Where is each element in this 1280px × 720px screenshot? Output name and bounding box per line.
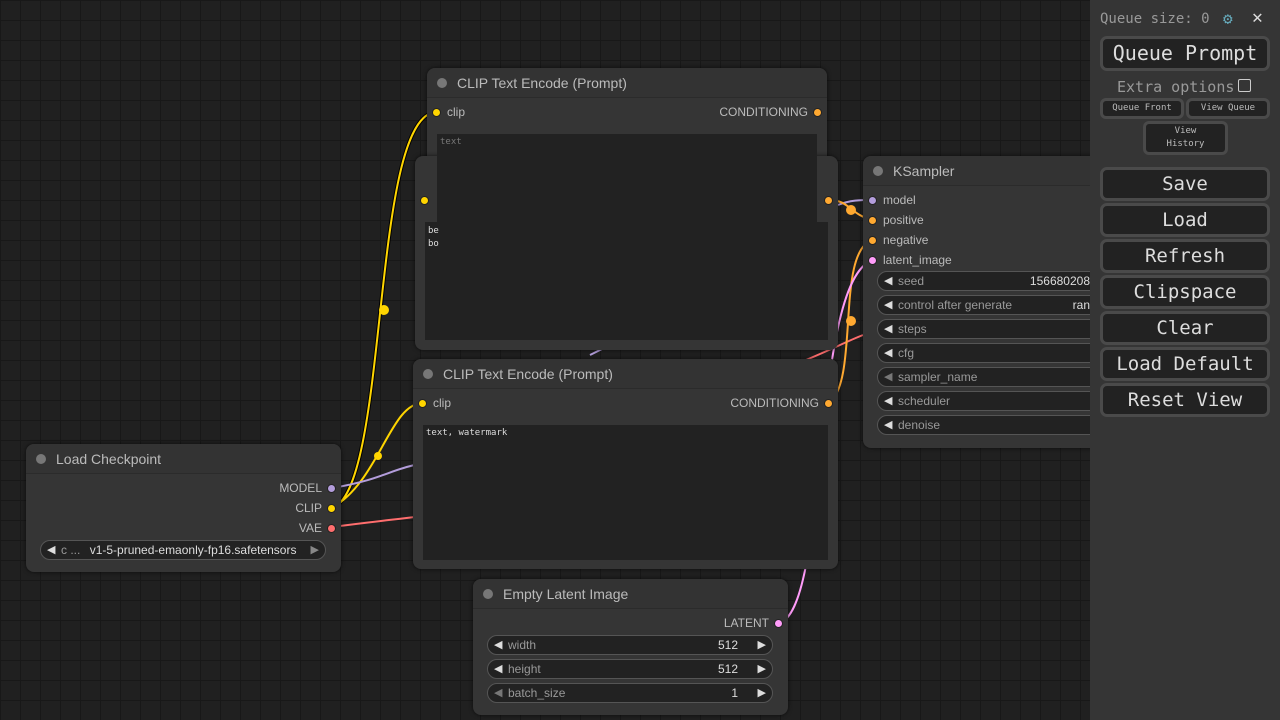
output-vae[interactable]: VAE	[298, 518, 336, 538]
batch-size-widget[interactable]: ◀ batch_size 1 ▶	[487, 683, 773, 703]
input-latent-image[interactable]: latent_image	[868, 250, 952, 270]
slot-label: positive	[883, 213, 924, 227]
widget-label: cfg	[898, 346, 915, 360]
extra-options-checkbox[interactable]	[1238, 79, 1251, 92]
control-after-generate-widget[interactable]: ◀ control after generate ran	[877, 295, 1137, 315]
output-conditioning[interactable]: CONDITIONING	[730, 393, 833, 413]
widget-label: c ...	[61, 543, 81, 557]
arrow-left-icon[interactable]: ◀	[884, 395, 893, 407]
slot-label: CONDITIONING	[719, 105, 808, 119]
reset-view-button[interactable]: Reset View	[1100, 383, 1270, 417]
load-checkpoint-node[interactable]: Load Checkpoint MODEL CLIP VAE ◀ c ... v1…	[26, 444, 341, 572]
clip-text-encode-negative-node[interactable]: CLIP Text Encode (Prompt) clip CONDITION…	[413, 359, 838, 569]
slot-label: negative	[883, 233, 929, 247]
widget-label: sampler_name	[898, 370, 978, 384]
slot-label: model	[883, 193, 916, 207]
queue-front-button[interactable]: Queue Front	[1100, 98, 1184, 119]
widget-value: v1-5-pruned-emaonly-fp16.safetensors	[89, 543, 297, 557]
arrow-left-icon[interactable]: ◀	[884, 299, 893, 311]
arrow-left-icon[interactable]: ◀	[884, 323, 893, 335]
widget-label: scheduler	[898, 394, 951, 408]
steps-widget[interactable]: ◀ steps	[877, 319, 1137, 339]
clear-button[interactable]: Clear	[1100, 311, 1270, 345]
slot-label: CLIP	[295, 501, 322, 515]
save-button[interactable]: Save	[1100, 167, 1270, 201]
slot-label: MODEL	[279, 481, 322, 495]
node-title[interactable]: Empty Latent Image	[473, 579, 788, 609]
prompt-textarea[interactable]: be bo	[425, 222, 828, 340]
widget-value: 156680208	[1029, 274, 1090, 288]
arrow-left-icon[interactable]: ◀	[884, 371, 893, 383]
close-icon[interactable]: ✕	[1252, 7, 1263, 28]
slot-label: latent_image	[883, 253, 952, 267]
queue-prompt-button[interactable]: Queue Prompt	[1100, 36, 1270, 71]
widget-label: control after generate	[898, 298, 1013, 312]
widget-label: seed	[898, 274, 925, 288]
arrow-left-icon[interactable]: ◀	[884, 419, 893, 431]
node-title[interactable]: KSampler	[863, 156, 1123, 186]
extra-options-label: Extra options	[1117, 78, 1235, 96]
cfg-widget[interactable]: ◀ cfg	[877, 343, 1137, 363]
widget-label: batch_size	[508, 686, 566, 700]
negative-prompt-textarea[interactable]: text, watermark	[423, 425, 828, 560]
load-default-button[interactable]: Load Default	[1100, 347, 1270, 381]
arrow-left-icon[interactable]: ◀	[884, 275, 893, 287]
slot-label: clip	[433, 396, 452, 410]
widget-value: 512	[717, 662, 738, 676]
height-widget[interactable]: ◀ height 512 ▶	[487, 659, 773, 679]
widget-value: ran	[1072, 298, 1090, 312]
view-history-button[interactable]: View History	[1143, 121, 1228, 155]
input-model[interactable]: model	[868, 190, 916, 210]
ksampler-node[interactable]: KSampler model positive negative latent_…	[863, 156, 1137, 448]
node-title[interactable]: CLIP Text Encode (Prompt)	[427, 68, 827, 98]
refresh-button[interactable]: Refresh	[1100, 239, 1270, 273]
queue-size-label: Queue size: 0	[1100, 11, 1210, 27]
menu-panel: Queue size: 0 ⚙ ✕ Queue Prompt Extra opt…	[1090, 0, 1280, 720]
input-dot[interactable]	[420, 196, 429, 205]
ckpt-name-combo[interactable]: ◀ c ... v1-5-pruned-emaonly-fp16.safetens…	[40, 540, 326, 560]
arrow-right-icon[interactable]: ▶	[310, 544, 319, 556]
widget-value: 1	[731, 686, 738, 700]
widget-label: width	[508, 638, 537, 652]
widget-label: steps	[898, 322, 927, 336]
clipspace-button[interactable]: Clipspace	[1100, 275, 1270, 309]
scheduler-widget[interactable]: ◀ scheduler	[877, 391, 1137, 411]
node-title[interactable]: Load Checkpoint	[26, 444, 341, 474]
wire-vae	[331, 334, 864, 528]
output-model[interactable]: MODEL	[279, 478, 336, 498]
wire-clip-neg	[331, 402, 424, 509]
input-clip[interactable]: clip	[418, 393, 452, 413]
output-conditioning[interactable]: CONDITIONING	[719, 102, 822, 122]
widget-label: height	[508, 662, 541, 676]
output-dot[interactable]	[824, 196, 833, 205]
input-clip[interactable]: clip	[432, 102, 466, 122]
slot-label: CONDITIONING	[730, 396, 819, 410]
input-negative[interactable]: negative	[868, 230, 929, 250]
load-button[interactable]: Load	[1100, 203, 1270, 237]
denoise-widget[interactable]: ◀ denoise	[877, 415, 1137, 435]
gear-icon[interactable]: ⚙	[1223, 9, 1233, 28]
widget-label: denoise	[898, 418, 941, 432]
slot-label: clip	[447, 105, 466, 119]
slot-label: VAE	[298, 521, 322, 535]
empty-latent-image-node[interactable]: Empty Latent Image LATENT ◀ width 512 ▶ ◀ he…	[473, 579, 788, 715]
input-positive[interactable]: positive	[868, 210, 924, 230]
slot-label: LATENT	[723, 616, 769, 630]
arrow-left-icon[interactable]: ◀	[47, 544, 56, 556]
widget-value: 512	[717, 638, 738, 652]
node-title[interactable]: CLIP Text Encode (Prompt)	[413, 359, 838, 389]
output-clip[interactable]: CLIP	[295, 498, 336, 518]
width-widget[interactable]: ◀ width 512 ▶	[487, 635, 773, 655]
view-queue-button[interactable]: View Queue	[1186, 98, 1270, 119]
positive-prompt-textarea[interactable]: text	[437, 134, 817, 222]
arrow-left-icon[interactable]: ◀	[884, 347, 893, 359]
output-latent[interactable]: LATENT	[723, 613, 783, 633]
